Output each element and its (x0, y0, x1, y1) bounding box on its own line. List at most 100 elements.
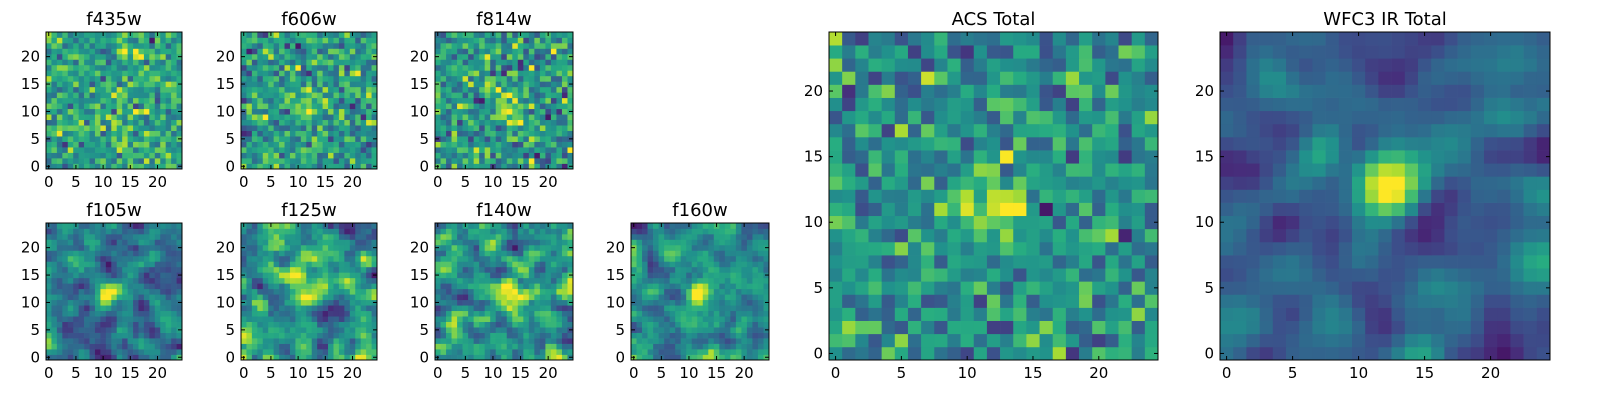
heatmap-cell (686, 233, 693, 240)
heatmap-cell (561, 141, 568, 148)
heatmap-cell (653, 244, 659, 251)
heatmap-cell (713, 261, 720, 268)
heatmap-cell (1131, 163, 1146, 177)
heatmap-cell (534, 81, 541, 88)
heatmap-cell (338, 233, 345, 240)
heatmap-cell (490, 288, 497, 295)
heatmap-cell (268, 261, 274, 268)
heatmap-cell (1118, 333, 1133, 348)
heatmap-cell (973, 281, 988, 295)
heatmap-cell (757, 343, 764, 350)
heatmap-cell (100, 283, 107, 290)
heatmap-cell (284, 163, 291, 170)
heatmap-cell (111, 42, 118, 49)
heatmap-cell (322, 92, 329, 99)
heatmap-cell (523, 288, 530, 295)
heatmap-cell (763, 233, 770, 240)
heatmap-cell (311, 130, 318, 137)
heatmap-cell (62, 141, 69, 148)
heatmap-cell (1105, 255, 1119, 269)
heatmap-cell (561, 75, 568, 82)
heatmap-cell (171, 59, 177, 66)
heatmap-cell (512, 163, 519, 170)
heatmap-cell (473, 114, 480, 121)
heatmap-cell (328, 272, 334, 279)
heatmap-cell (94, 53, 101, 60)
heatmap-cell (149, 283, 156, 290)
heatmap-cell (631, 349, 637, 355)
heatmap-cell (556, 250, 563, 257)
heatmap-cell (154, 86, 161, 93)
heatmap-cell (328, 223, 334, 229)
heatmap-cell (440, 141, 447, 148)
heatmap-cell (279, 250, 285, 257)
heatmap-cell (306, 327, 313, 333)
heatmap-cell (567, 343, 574, 350)
heatmap-cell (495, 321, 502, 328)
heatmap-cell (241, 316, 247, 322)
heatmap-cell (440, 103, 447, 110)
heatmap-cell (289, 288, 296, 295)
heatmap-cell (1013, 163, 1027, 177)
heatmap-cell (333, 53, 340, 60)
heatmap-cell (133, 114, 139, 121)
heatmap-cell (122, 37, 128, 44)
heatmap-cell (51, 250, 58, 257)
heatmap-cell (295, 310, 302, 317)
heatmap-cell (556, 147, 563, 153)
heatmap-cell (512, 244, 519, 251)
heatmap-cell (138, 250, 145, 257)
heatmap-cell (160, 305, 167, 312)
heatmap-cell (100, 349, 107, 355)
heatmap-cell (545, 64, 552, 71)
heatmap-cell (534, 272, 541, 279)
heatmap-cell (829, 189, 843, 203)
heatmap-cell (317, 343, 323, 350)
heatmap-cell (539, 299, 546, 306)
heatmap-cell (1065, 163, 1080, 177)
heatmap-cell (735, 277, 742, 284)
heatmap-cell (56, 255, 63, 262)
heatmap-cell (317, 136, 323, 142)
heatmap-cell (446, 327, 452, 333)
heatmap-cell (675, 233, 682, 240)
heatmap-cell (495, 233, 502, 240)
heatmap-cell (473, 266, 480, 273)
heatmap-cell (295, 158, 302, 164)
heatmap-cell (279, 283, 285, 290)
heatmap-cell (719, 244, 726, 251)
heatmap-cell (680, 223, 687, 229)
heatmap-cell (138, 81, 145, 88)
heatmap-cell (371, 86, 378, 93)
heatmap-cell (490, 70, 497, 77)
heatmap-cell (344, 97, 351, 104)
heatmap-cell (506, 223, 513, 229)
y-tick-label: 10 (216, 102, 235, 120)
heatmap-cell (523, 37, 530, 44)
heatmap-cell (62, 32, 69, 38)
heatmap-cell (457, 343, 463, 350)
heatmap-cell (171, 42, 177, 49)
heatmap-cell (257, 327, 264, 333)
heatmap-cell (468, 163, 474, 170)
heatmap-cell (138, 299, 145, 306)
heatmap-cell (462, 316, 469, 322)
heatmap-cell (171, 97, 177, 104)
heatmap-cell (349, 332, 356, 339)
heatmap-cell (165, 305, 172, 312)
heatmap-cell (653, 228, 659, 235)
heatmap-cell (279, 261, 285, 268)
heatmap-cell (165, 239, 172, 246)
heatmap-cell (62, 305, 69, 312)
heatmap-cell (78, 75, 85, 82)
heatmap-cell (523, 327, 530, 333)
heatmap-cell (251, 233, 258, 240)
heatmap-cell (105, 305, 112, 312)
heatmap-cell (435, 70, 441, 77)
heatmap-cell (719, 294, 726, 301)
heatmap-cell (757, 266, 764, 273)
heatmap-cell (545, 255, 552, 262)
heatmap-cell (149, 305, 156, 312)
heatmap-cell (1079, 281, 1093, 295)
heatmap-cell (479, 147, 486, 153)
